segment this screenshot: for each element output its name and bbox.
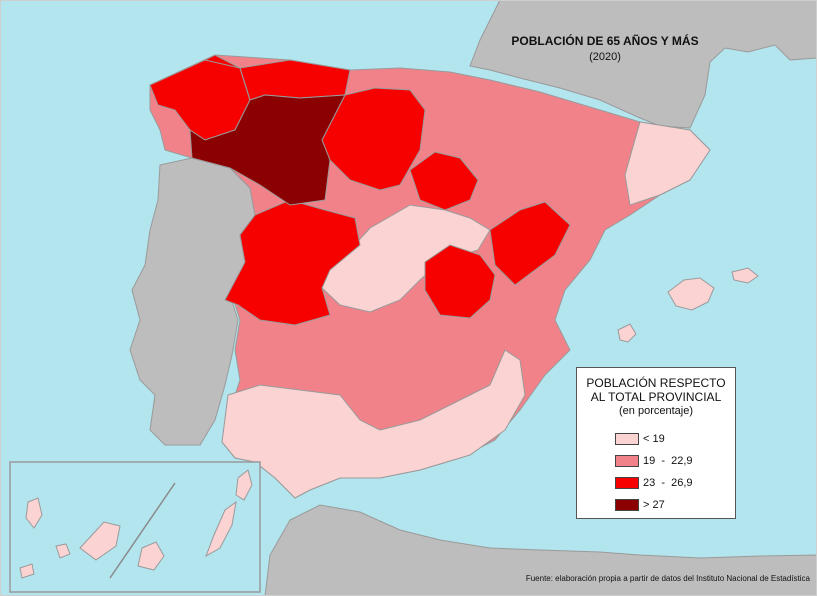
la-palma-island: [25, 497, 43, 529]
map-subtitle: (2020): [589, 51, 621, 63]
legend-swatch: [615, 455, 639, 467]
inset-divider: [109, 482, 176, 579]
legend-label: 23 - 26,9: [643, 477, 693, 489]
legend-title-line1: POBLACIÓN RESPECTO: [586, 376, 726, 390]
legend-swatch: [615, 433, 639, 445]
catalonia-region: [624, 121, 711, 206]
la-gomera-island: [55, 543, 71, 559]
el-hierro-island: [19, 563, 35, 579]
mallorca-island: [667, 277, 715, 311]
menorca-island: [731, 267, 759, 284]
map-title: POBLACIÓN DE 65 AÑOS Y MÁS: [511, 34, 699, 48]
legend-title-line2: AL TOTAL PROVINCIAL: [590, 390, 722, 404]
legend-item-lt19: < 19: [615, 432, 665, 446]
legend-item-19-22: 19 - 22,9: [615, 454, 693, 468]
legend-swatch: [615, 499, 639, 511]
legend-item-23-26: 23 - 26,9: [615, 476, 693, 490]
legend: POBLACIÓN RESPECTO AL TOTAL PROVINCIAL (…: [576, 367, 736, 519]
ciudad-real-region: [424, 244, 496, 319]
legend-label: > 27: [643, 499, 665, 511]
gran-canaria-island: [137, 541, 165, 571]
legend-subtitle: (en porcentaje): [619, 405, 693, 417]
legend-item-gt27: > 27: [615, 498, 665, 512]
legend-label: 19 - 22,9: [643, 455, 693, 467]
castilla-leon-dark-region: [189, 59, 346, 206]
legend-label: < 19: [643, 433, 665, 445]
lanzarote-island: [235, 469, 253, 501]
africa-land: [264, 504, 817, 596]
extremadura-region: [224, 199, 361, 326]
guadalajara-region: [409, 151, 479, 211]
ibiza-island: [617, 323, 637, 343]
legend-swatch: [615, 477, 639, 489]
andalusia-region: [221, 349, 526, 499]
tenerife-island: [79, 521, 121, 561]
fuerteventura-island: [205, 500, 237, 558]
teruel-cuenca-region: [489, 201, 571, 286]
france-land: [469, 0, 817, 129]
source-note: Fuente: elaboración propia a partir de d…: [525, 574, 810, 583]
